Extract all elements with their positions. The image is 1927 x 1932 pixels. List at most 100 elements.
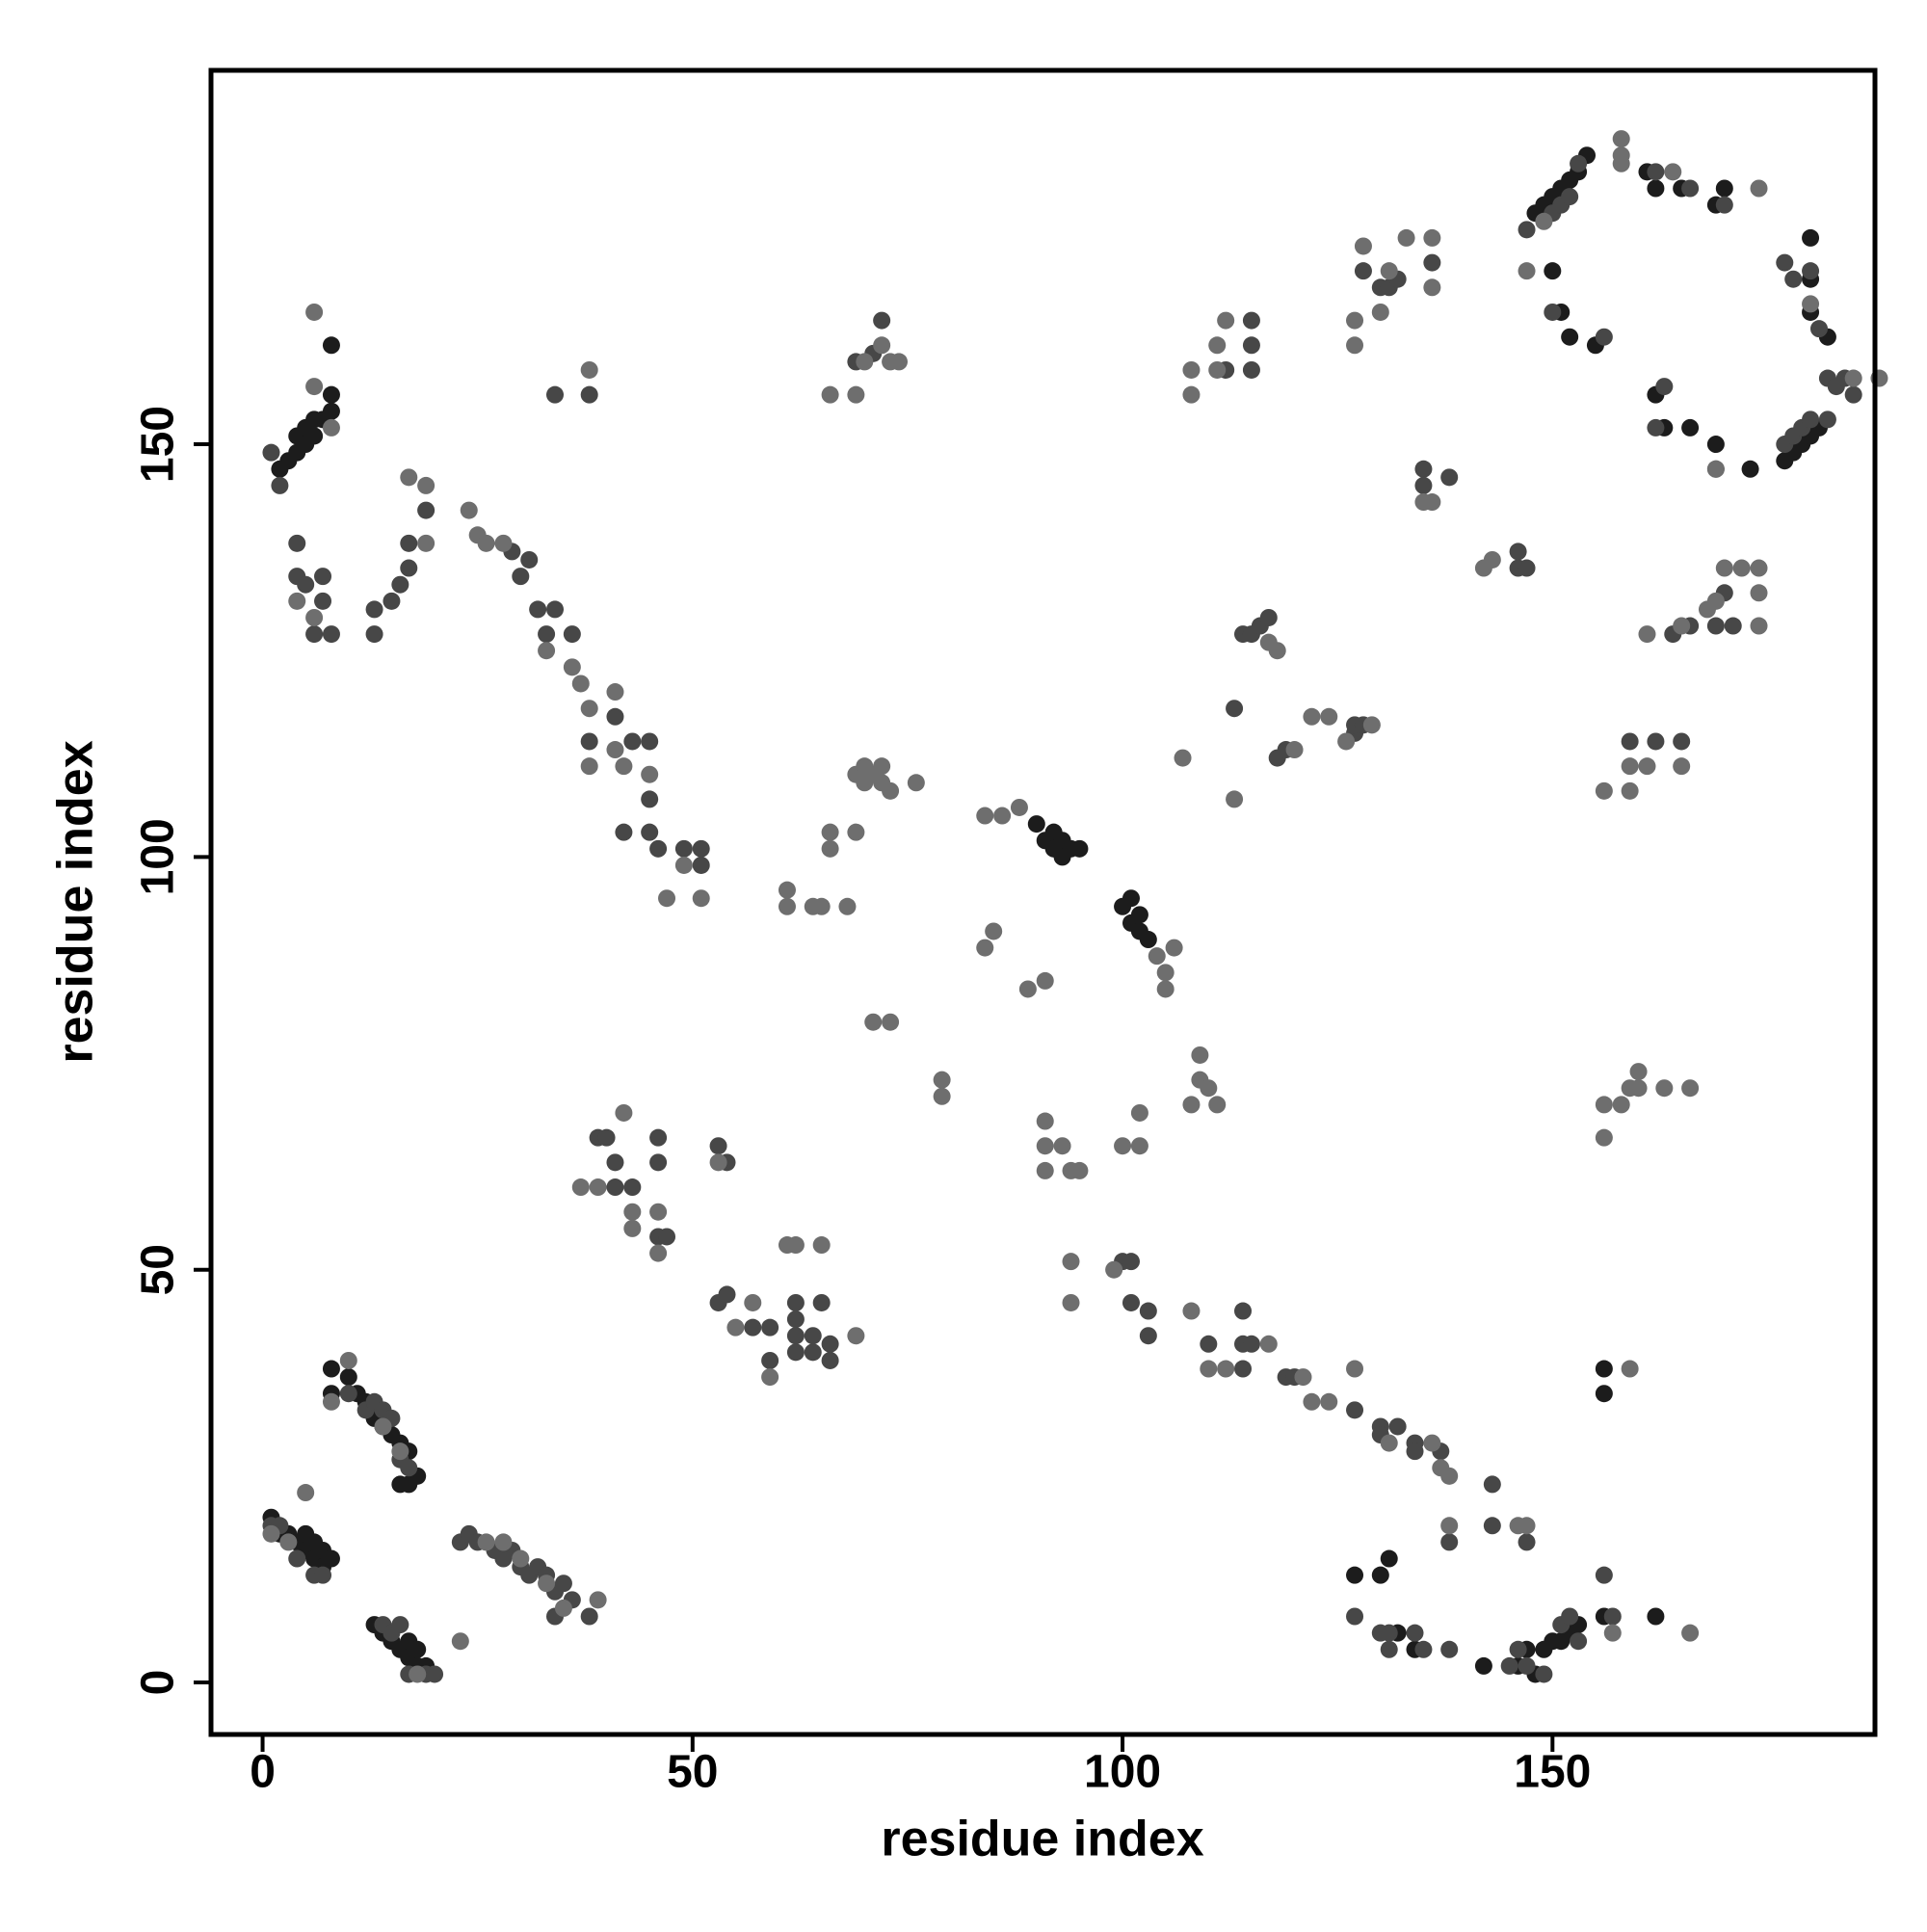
point bbox=[1809, 320, 1828, 338]
point bbox=[288, 534, 306, 552]
x-tick-label: 50 bbox=[667, 1747, 718, 1798]
point bbox=[1518, 262, 1536, 280]
point bbox=[1570, 1632, 1588, 1651]
point bbox=[1629, 1063, 1648, 1081]
point bbox=[262, 443, 280, 462]
point bbox=[1741, 460, 1759, 478]
point bbox=[615, 757, 633, 776]
point bbox=[1750, 584, 1768, 602]
point bbox=[761, 1351, 779, 1369]
point bbox=[804, 1343, 822, 1362]
point bbox=[1509, 1640, 1527, 1658]
point bbox=[674, 839, 693, 858]
point bbox=[856, 353, 874, 371]
point bbox=[882, 1013, 900, 1031]
point bbox=[538, 625, 556, 644]
point bbox=[1036, 1161, 1054, 1179]
point bbox=[761, 1318, 779, 1337]
point bbox=[322, 336, 340, 355]
point bbox=[692, 889, 710, 908]
point bbox=[1346, 1566, 1364, 1584]
point bbox=[606, 1178, 624, 1197]
point bbox=[1706, 617, 1725, 635]
point bbox=[1380, 262, 1398, 280]
point bbox=[520, 550, 539, 569]
point bbox=[812, 1236, 831, 1255]
point bbox=[1750, 617, 1768, 635]
point bbox=[1036, 1112, 1054, 1130]
point bbox=[606, 741, 624, 759]
point bbox=[606, 707, 624, 726]
point bbox=[623, 1219, 642, 1237]
point bbox=[692, 856, 710, 874]
point bbox=[339, 1351, 357, 1369]
point bbox=[1423, 278, 1441, 297]
point bbox=[1208, 1096, 1227, 1114]
point bbox=[1715, 559, 1733, 577]
y-tick-label: 150 bbox=[133, 406, 184, 483]
point bbox=[658, 889, 676, 908]
point bbox=[726, 1318, 745, 1337]
point bbox=[1647, 732, 1665, 751]
point bbox=[649, 1128, 668, 1147]
point bbox=[1802, 262, 1820, 280]
point bbox=[314, 1566, 332, 1584]
point bbox=[417, 534, 436, 552]
point bbox=[391, 1442, 409, 1461]
point bbox=[1423, 253, 1441, 272]
point bbox=[1518, 559, 1536, 577]
point bbox=[976, 939, 994, 957]
point bbox=[1706, 460, 1725, 478]
point bbox=[674, 856, 693, 874]
point bbox=[305, 625, 324, 644]
point bbox=[262, 1524, 280, 1543]
point bbox=[623, 1178, 642, 1197]
point bbox=[864, 1013, 883, 1031]
point bbox=[288, 1549, 306, 1568]
point bbox=[1018, 980, 1037, 998]
point bbox=[1182, 360, 1201, 379]
point bbox=[1595, 1385, 1613, 1403]
point bbox=[580, 700, 598, 718]
point bbox=[641, 732, 659, 751]
point bbox=[1673, 757, 1691, 776]
point bbox=[821, 1335, 839, 1353]
point bbox=[786, 1327, 805, 1345]
point bbox=[1500, 1656, 1518, 1675]
point bbox=[1440, 1467, 1459, 1485]
point bbox=[580, 732, 598, 751]
point bbox=[615, 1103, 633, 1122]
point bbox=[1346, 1401, 1364, 1419]
point bbox=[563, 625, 581, 644]
point bbox=[391, 1616, 409, 1634]
point bbox=[1371, 303, 1389, 321]
point bbox=[477, 534, 495, 552]
point bbox=[847, 1327, 865, 1345]
point bbox=[1706, 436, 1725, 454]
x-tick-label: 0 bbox=[250, 1747, 276, 1798]
point bbox=[709, 1137, 727, 1155]
point bbox=[1673, 617, 1691, 635]
point bbox=[297, 575, 315, 594]
point bbox=[1105, 1260, 1123, 1279]
point bbox=[288, 592, 306, 610]
point bbox=[890, 353, 909, 371]
point bbox=[1509, 543, 1527, 561]
point bbox=[1673, 732, 1691, 751]
point bbox=[873, 311, 891, 330]
point bbox=[1320, 1392, 1338, 1411]
point bbox=[1595, 1566, 1613, 1584]
point bbox=[1681, 1624, 1700, 1642]
point bbox=[1200, 1335, 1218, 1353]
point bbox=[580, 1607, 598, 1626]
point bbox=[744, 1293, 762, 1311]
point bbox=[1544, 303, 1562, 321]
point bbox=[1518, 1533, 1536, 1551]
point bbox=[1440, 468, 1459, 487]
point bbox=[1362, 716, 1381, 734]
point bbox=[1027, 815, 1045, 834]
point bbox=[1070, 1161, 1089, 1179]
point bbox=[1518, 221, 1536, 239]
point bbox=[1802, 410, 1820, 429]
point bbox=[400, 559, 418, 577]
